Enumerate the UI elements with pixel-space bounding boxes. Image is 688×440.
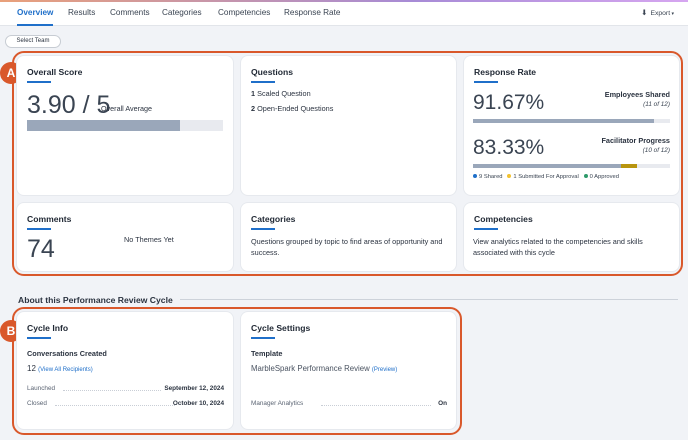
employees-shared-label: Employees Shared <box>604 90 670 99</box>
launched-label: Launched <box>27 385 56 392</box>
card-title: Cycle Info <box>27 323 69 333</box>
tab-overview[interactable]: Overview <box>17 2 54 26</box>
overall-score-bar <box>27 120 223 131</box>
open-label: Open-Ended Questions <box>257 104 334 113</box>
questions-card[interactable]: Questions 1 Scaled Question 2 Open-Ended… <box>241 56 456 195</box>
facilitator-percent: 83.33% <box>473 136 545 159</box>
select-team-button[interactable]: Select Team <box>5 35 61 48</box>
legend-shared: 9 Shared <box>473 174 503 180</box>
template-name: MarbleSpark Performance Review <box>251 364 370 373</box>
title-underline <box>27 81 51 83</box>
scaled-question-row: 1 Scaled Question <box>251 89 311 98</box>
section-title: About this Performance Review Cycle <box>18 295 173 305</box>
manager-analytics-value: On <box>438 400 447 407</box>
template-label: Template <box>251 349 283 358</box>
scaled-label: Scaled Question <box>257 89 311 98</box>
section-divider <box>180 299 678 300</box>
yellow-dot-icon <box>507 174 512 179</box>
conversations-count: 12 <box>27 364 36 373</box>
card-title: Overall Score <box>27 67 83 77</box>
title-underline <box>251 81 275 83</box>
tab-response-rate[interactable]: Response Rate <box>284 8 341 17</box>
view-all-recipients-link[interactable]: (View All Recipients) <box>38 367 93 373</box>
export-button[interactable]: ⬇ Export ▾ <box>641 2 674 26</box>
comments-count: 74 <box>27 235 55 263</box>
card-title: Cycle Settings <box>251 323 311 333</box>
tab-results[interactable]: Results <box>68 8 96 17</box>
facilitator-progress-label: Facilitator Progress <box>601 136 670 145</box>
card-title: Categories <box>251 214 296 224</box>
response-legend: 9 Shared 1 Submitted For Approval 0 Appr… <box>473 174 619 180</box>
employees-bar <box>473 119 670 123</box>
callout-b-badge: B <box>0 320 22 342</box>
green-dot-icon <box>583 174 588 179</box>
legend-approved-label: 0 Approved <box>589 174 619 180</box>
conversations-label: Conversations Created <box>27 349 107 358</box>
cycle-settings-card: Cycle Settings Template MarbleSpark Perf… <box>241 312 456 429</box>
tab-comments[interactable]: Comments <box>110 8 150 17</box>
overall-score-card[interactable]: Overall Score 3.90 / 5 Overall Average <box>17 56 233 195</box>
open-ended-row: 2 Open-Ended Questions <box>251 104 333 113</box>
themes-status: No Themes Yet <box>124 235 174 244</box>
facilitator-bar-approval <box>620 164 638 168</box>
dotted-leader <box>63 390 161 391</box>
legend-shared-label: 9 Shared <box>479 174 503 180</box>
legend-approval: 1 Submitted For Approval <box>507 174 579 180</box>
group-a-highlight <box>12 51 683 276</box>
card-title: Questions <box>251 67 294 77</box>
response-rate-card[interactable]: Response Rate 91.67% Employees Shared (1… <box>464 56 679 195</box>
manager-analytics-label: Manager Analytics <box>251 400 304 407</box>
launched-value: September 12, 2024 <box>164 385 224 392</box>
callout-a-badge: A <box>0 62 22 84</box>
title-underline <box>474 81 498 83</box>
open-count: 2 <box>251 104 256 113</box>
facilitator-bar-shared <box>473 164 621 168</box>
conversations-row: 12 (View All Recipients) <box>27 364 93 373</box>
competencies-card[interactable]: Competencies View analytics related to t… <box>464 203 679 271</box>
download-icon: ⬇ <box>641 8 648 17</box>
employees-percent: 91.67% <box>473 91 545 114</box>
export-label: Export <box>650 10 671 17</box>
competencies-description: View analytics related to the competenci… <box>473 237 643 257</box>
group-b-highlight <box>12 307 462 435</box>
title-underline <box>251 228 275 230</box>
closed-value: October 10, 2024 <box>172 400 224 407</box>
overall-score-caption: Overall Average <box>101 104 153 113</box>
card-title: Comments <box>27 214 72 224</box>
card-title: Response Rate <box>474 67 537 77</box>
title-underline <box>474 228 498 230</box>
employees-shared-detail: (11 of 12) <box>643 101 670 108</box>
dotted-leader <box>321 405 431 406</box>
facilitator-progress-detail: (10 of 12) <box>642 147 670 154</box>
tab-bar: Overview Results Comments Categories Com… <box>0 2 688 26</box>
top-accent-line <box>0 0 688 2</box>
legend-approved: 0 Approved <box>583 174 619 180</box>
dotted-leader <box>55 405 175 406</box>
overall-score-bar-fill <box>27 120 180 131</box>
comments-card[interactable]: Comments 74 No Themes Yet <box>17 203 233 271</box>
categories-card[interactable]: Categories Questions grouped by topic to… <box>241 203 456 271</box>
categories-description: Questions grouped by topic to find areas… <box>251 237 443 257</box>
cycle-info-card: Cycle Info Conversations Created 12 (Vie… <box>17 312 233 429</box>
title-underline <box>27 337 51 339</box>
overall-score-value: 3.90 / 5 <box>27 91 111 119</box>
tab-categories[interactable]: Categories <box>162 8 202 17</box>
title-underline <box>27 228 51 230</box>
template-row: MarbleSpark Performance Review (Preview) <box>251 364 397 373</box>
caret-down-icon: ▾ <box>670 11 674 17</box>
tab-competencies[interactable]: Competencies <box>218 8 271 17</box>
scaled-count: 1 <box>251 89 256 98</box>
facilitator-bar <box>473 164 670 168</box>
preview-link[interactable]: (Preview) <box>371 367 398 373</box>
card-title: Competencies <box>474 214 533 224</box>
legend-approval-label: 1 Submitted For Approval <box>513 174 579 180</box>
employees-bar-fill <box>473 119 654 123</box>
closed-label: Closed <box>27 400 47 407</box>
title-underline <box>251 337 275 339</box>
blue-dot-icon <box>473 174 477 179</box>
